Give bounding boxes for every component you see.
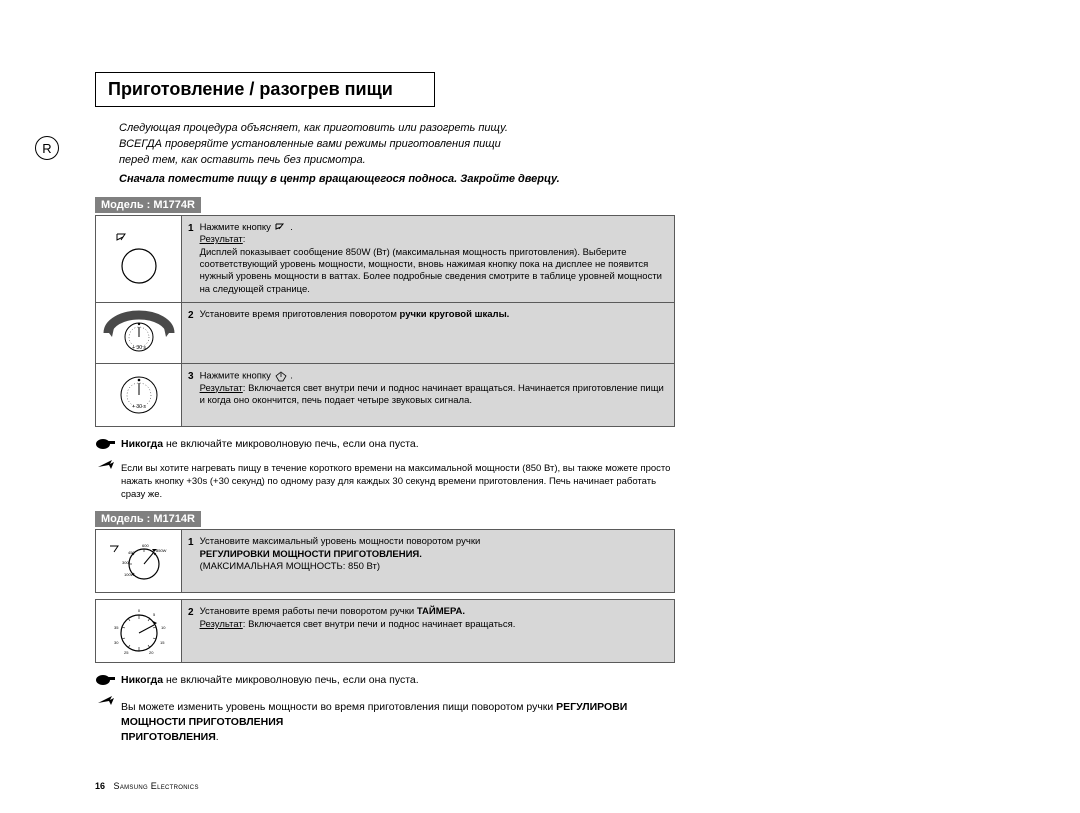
never-label: Никогда (121, 674, 163, 686)
step3-body: Включается свет внутри печи и поднос нач… (200, 383, 664, 406)
model1-step2: + 30 s 2 Установите время приготовления … (95, 303, 675, 364)
svg-text:35: 35 (114, 625, 119, 630)
arrow-icon (95, 693, 117, 707)
m2s1-bold: РЕГУЛИРОВКИ МОЩНОСТИ ПРИГОТОВЛЕНИЯ. (200, 549, 422, 560)
svg-text:+ 30 s: + 30 s (132, 345, 146, 351)
m2s2-bold: ТАЙМЕРА. (417, 606, 465, 617)
page-number: 16 (95, 781, 105, 791)
side-page-marker: R (35, 136, 59, 160)
svg-text:25: 25 (124, 650, 129, 655)
manual-page: Приготовление / разогрев пищи Следующая … (95, 72, 985, 752)
hand-point-icon (95, 437, 117, 451)
m2-step1-illustration: 450 600 850W 300 100W (96, 530, 182, 592)
model1-steps: 1 Нажмите кнопку . Результат: Дисплей по… (95, 215, 675, 427)
hand-point-icon (95, 673, 117, 687)
step1-illustration (96, 216, 182, 302)
svg-text:15: 15 (160, 640, 165, 645)
never-label: Никогда (121, 438, 163, 450)
intro-text: Следующая процедура объясняет, как приго… (119, 121, 639, 169)
svg-text:850W: 850W (156, 548, 167, 553)
page-footer: 16 Samsung Electronics (95, 781, 199, 791)
power-pre: Вы можете изменить уровень мощности во в… (121, 701, 556, 713)
power-post-bold: ПРИГОТОВЛЕНИЯ (121, 731, 216, 743)
intro-line-1: Следующая процедура объясняет, как приго… (119, 122, 508, 134)
model1-never-note: Никогда не включайте микроволновую печь,… (95, 437, 675, 502)
svg-text:300: 300 (122, 560, 129, 565)
power-post: . (216, 731, 219, 743)
model-badge-1: Модель : M1774R (95, 197, 201, 213)
result-label: Результат (200, 383, 243, 394)
model2-step2: 0 5 10 15 20 25 30 35 2 Установите время… (95, 599, 675, 663)
svg-text:20: 20 (149, 650, 154, 655)
page-title: Приготовление / разогрев пищи (95, 72, 435, 107)
step-number: 3 (188, 370, 194, 420)
note-icons (95, 437, 121, 502)
intro-instruction: Сначала поместите пищу в центр вращающег… (119, 173, 679, 185)
model1-step3: + 30 s 3 Нажмите кнопку . Результат: Вкл… (95, 364, 675, 427)
step-text: Нажмите кнопку . Результат: Дисплей пока… (200, 222, 666, 296)
model2-steps: 450 600 850W 300 100W 1 (95, 529, 675, 663)
model2-step1: 450 600 850W 300 100W 1 (95, 529, 675, 593)
sub-note-text: Если вы хотите нагревать пищу в течение … (121, 462, 675, 502)
m2s1-line1: Установите максимальный уровень мощности… (200, 536, 481, 547)
step2-illustration: + 30 s (96, 303, 182, 363)
intro-line-3: перед тем, как оставить печь без присмот… (119, 154, 366, 166)
step-number: 1 (188, 536, 194, 586)
model2-never-note: Никогда не включайте микроволновую печь,… (95, 673, 675, 744)
svg-text:450: 450 (128, 550, 135, 555)
result-label: Результат (200, 619, 243, 630)
step1-prefix: Нажмите кнопку (200, 222, 274, 233)
m2s2-body: Включается свет внутри печи и поднос нач… (248, 619, 515, 630)
svg-text:+ 30 s: + 30 s (132, 404, 146, 410)
power-change-note: Вы можете изменить уровень мощности во в… (121, 700, 675, 744)
step-text: Установите время приготовления поворотом… (200, 309, 666, 357)
intro-line-2: ВСЕГДА проверяйте установленные вами реж… (119, 138, 501, 150)
step2-bold: ручки круговой шкалы. (400, 309, 510, 320)
never-text: не включайте микроволновую печь, если он… (163, 438, 419, 450)
arrow-icon (95, 457, 117, 471)
step-number: 2 (188, 606, 194, 656)
svg-text:100W: 100W (124, 572, 135, 577)
note-icons (95, 673, 121, 744)
step2-line: Установите время приготовления поворотом (200, 309, 400, 320)
brand-name: Samsung Electronics (114, 781, 199, 791)
m2s2-line1: Установите время работы печи поворотом р… (200, 606, 417, 617)
step3-prefix: Нажмите кнопку (200, 370, 274, 381)
result-label: Результат (200, 234, 243, 245)
model1-step1: 1 Нажмите кнопку . Результат: Дисплей по… (95, 215, 675, 303)
never-text: не включайте микроволновую печь, если он… (163, 674, 419, 686)
svg-text:5: 5 (153, 612, 156, 617)
step1-body: Дисплей показывает сообщение 850W (Вт) (… (200, 247, 662, 295)
step-number: 1 (188, 222, 194, 296)
step3-illustration: + 30 s (96, 364, 182, 426)
step-text: Нажмите кнопку . Результат: Включается с… (200, 370, 666, 420)
svg-text:30: 30 (114, 640, 119, 645)
svg-text:0: 0 (137, 608, 140, 613)
step-text: Установите максимальный уровень мощности… (200, 536, 666, 586)
step-text: Установите время работы печи поворотом р… (200, 606, 666, 656)
m2-step2-illustration: 0 5 10 15 20 25 30 35 (96, 600, 182, 662)
svg-text:600: 600 (142, 543, 149, 548)
model-badge-2: Модель : M1714R (95, 511, 201, 527)
step-number: 2 (188, 309, 194, 357)
svg-text:10: 10 (161, 625, 166, 630)
m2s1-line2: (МАКСИМАЛЬНАЯ МОЩНОСТЬ: 850 Вт) (200, 561, 381, 572)
